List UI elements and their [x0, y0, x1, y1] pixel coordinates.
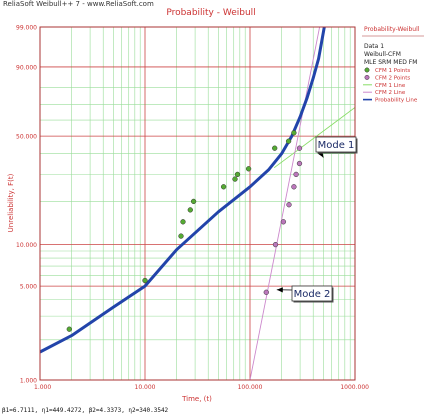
- data-point: [178, 233, 184, 239]
- legend-label: CFM 2 Points: [375, 75, 410, 81]
- data-point: [286, 202, 292, 208]
- annotations: Mode 1 Mode 2: [276, 136, 358, 303]
- x-tick-label: 1000.000: [340, 384, 369, 391]
- y-tick-label: 1.000: [20, 378, 37, 385]
- data-point: [66, 326, 72, 332]
- legend-label: Probability Line: [375, 98, 418, 104]
- annotation-label: Mode 1: [318, 140, 355, 151]
- data-point: [291, 184, 297, 190]
- data-point: [293, 171, 299, 178]
- data-point: [245, 166, 252, 172]
- legend-marker: [364, 67, 370, 73]
- legend-label: CFM 1 Line: [375, 83, 406, 89]
- x-tick-label: 1.000: [34, 384, 51, 391]
- legend: Probability-Weibull Data 1 Weibull-CFM M…: [362, 26, 424, 104]
- footer-params: β1=6.7111, η1=449.4272, β2=4.3373, η2=34…: [2, 407, 169, 414]
- cfm-1-line-series: [273, 107, 355, 169]
- data-point: [272, 145, 278, 151]
- plot-series: [40, 27, 355, 380]
- data-point: [190, 198, 197, 205]
- data-point: [291, 130, 297, 136]
- data-point: [232, 176, 238, 182]
- grid: [40, 27, 355, 380]
- data-point: [296, 160, 303, 167]
- legend-item: CFM 1 Points: [364, 67, 410, 74]
- y-tick-label: 99.000: [16, 25, 37, 32]
- data-point: [285, 138, 292, 144]
- legend-label: CFM 1 Points: [375, 68, 410, 74]
- chart-title: Probability - Weibull: [166, 8, 255, 18]
- y-tick-label: 5.000: [20, 284, 37, 291]
- probability-line-series: [40, 27, 326, 354]
- y-tick-label: 50.000: [16, 134, 37, 141]
- legend-item: CFM 1 Line: [363, 83, 406, 89]
- axis-ticks: 1.000 10.000 100.000 1000.000 1.000 5.000 10.0…: [16, 25, 369, 392]
- source-label: ReliaSoft Weibull++ 7 - www.ReliaSoft.co…: [3, 0, 154, 8]
- arrowhead: [276, 287, 283, 293]
- x-tick-label: 100.000: [238, 384, 263, 391]
- cfm-2-line-series: [249, 27, 321, 380]
- y-tick-label: 10.000: [16, 242, 37, 249]
- legend-label: CFM 2 Line: [375, 90, 406, 96]
- legend-item: CFM 2 Points: [364, 74, 410, 81]
- legend-data-name: Data 1: [364, 43, 384, 50]
- data-point: [234, 171, 241, 178]
- y-tick-label: 90.000: [16, 64, 37, 71]
- legend-model: Weibull-CFM: [364, 51, 401, 58]
- legend-title: Probability-Weibull: [364, 26, 420, 33]
- x-axis-label: Time, (t): [181, 395, 212, 403]
- data-point: [220, 184, 227, 190]
- data-point: [272, 241, 279, 248]
- legend-method: MLE SRM MED FM: [364, 59, 417, 66]
- y-axis-label: Unreliability, F(t): [7, 173, 15, 232]
- legend-item: Probability Line: [363, 98, 418, 104]
- data-point: [280, 219, 287, 225]
- data-point: [296, 145, 303, 151]
- data-point: [263, 289, 269, 295]
- annotation-label: Mode 2: [294, 289, 331, 300]
- plot-frame: [39, 26, 356, 381]
- data-point: [187, 207, 193, 213]
- annotation-mode-2: Mode 2: [276, 285, 334, 303]
- legend-marker: [364, 74, 370, 80]
- x-tick-label: 10.000: [135, 384, 156, 391]
- data-point: [180, 219, 186, 225]
- annotation-mode-1: Mode 1: [315, 136, 358, 158]
- legend-item: CFM 2 Line: [363, 90, 406, 96]
- data-point: [142, 277, 148, 284]
